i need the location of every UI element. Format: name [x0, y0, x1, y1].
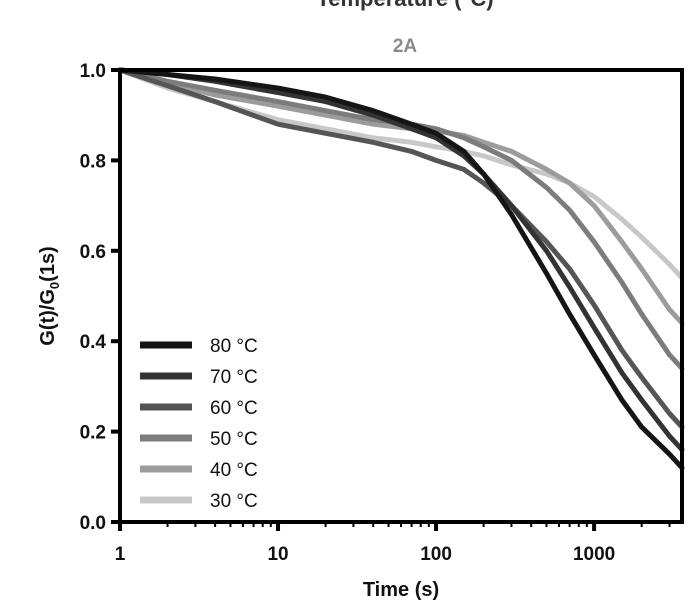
x-axis-label: Time (s) — [363, 579, 439, 601]
legend-label-5: 30 °C — [210, 491, 258, 512]
plot-frame — [118, 68, 684, 524]
x-axis-ticks: 1 10 100 1000 — [115, 522, 671, 565]
series-layer — [117, 67, 685, 471]
y-tick-label-2: 0.4 — [80, 332, 107, 353]
x-tick-label-1: 10 — [267, 544, 288, 565]
y-tick-label-1: 0.2 — [80, 423, 106, 444]
y-tick-label-0: 0.0 — [80, 513, 106, 534]
top-cut-label: Temperature (°C) — [316, 0, 493, 11]
legend-label-3: 50 °C — [210, 429, 258, 450]
x-tick-label-2: 100 — [420, 544, 452, 565]
legend-label-4: 40 °C — [210, 460, 258, 481]
series-line-0 — [117, 67, 685, 471]
legend: 80 °C 70 °C 60 °C 50 °C 40 °C 30 °C — [140, 336, 258, 512]
y-axis-label-main: G(t)/G — [37, 289, 59, 346]
legend-label-1: 70 °C — [210, 367, 258, 388]
y-axis-ticks: 0.0 0.2 0.4 0.6 0.8 1.0 — [80, 61, 120, 534]
y-axis-label-tail: (1s) — [37, 246, 59, 282]
x-tick-label-0: 1 — [115, 544, 126, 565]
x-tick-label-3: 1000 — [573, 544, 615, 565]
legend-label-2: 60 °C — [210, 398, 258, 419]
chart-title: 2A — [393, 36, 418, 57]
series-line-4 — [117, 67, 685, 326]
y-tick-label-4: 0.8 — [80, 151, 106, 172]
series-line-5 — [117, 67, 685, 281]
y-tick-label-5: 1.0 — [80, 61, 106, 82]
legend-label-0: 80 °C — [210, 336, 258, 357]
y-tick-label-3: 0.6 — [80, 242, 106, 263]
y-axis-label: G(t)/G0(1s) — [37, 246, 62, 345]
series-line-2 — [117, 67, 685, 430]
series-line-3 — [117, 67, 685, 371]
series-line-1 — [117, 67, 685, 453]
y-axis-label-subscript: 0 — [47, 282, 62, 289]
